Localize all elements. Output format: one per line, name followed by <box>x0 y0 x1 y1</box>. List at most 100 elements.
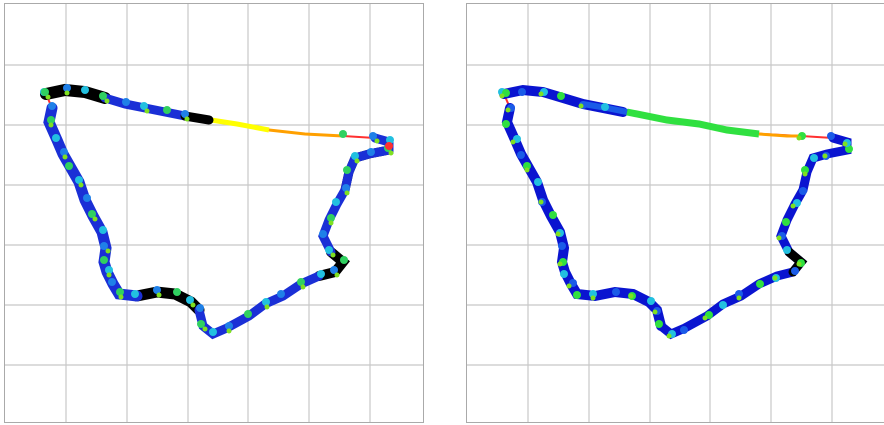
route-dot <box>589 290 597 298</box>
route-dot <box>534 178 542 186</box>
route-dot <box>319 230 327 238</box>
route-dot <box>186 296 194 304</box>
route-segment-fast <box>758 132 801 138</box>
route-segment-fast <box>268 128 344 138</box>
route-dot <box>342 184 350 192</box>
route-dot <box>118 294 124 300</box>
left-route-plot <box>5 4 423 422</box>
route-dot <box>62 154 68 160</box>
route-dot <box>756 280 764 288</box>
route-dot <box>558 242 566 250</box>
route-dot <box>796 135 802 141</box>
route-dot <box>244 310 252 318</box>
route-dot <box>351 152 359 160</box>
route-dot <box>196 304 204 312</box>
route-dot <box>100 242 108 250</box>
route-dot <box>144 108 150 114</box>
route-dot <box>367 148 375 156</box>
route-dot <box>560 270 568 278</box>
route-dot <box>578 103 584 109</box>
route-dot <box>655 320 663 328</box>
route-dot <box>499 93 505 99</box>
route-dot <box>388 150 394 156</box>
route-dot <box>354 158 360 164</box>
route-dot <box>264 304 270 310</box>
route-dot <box>652 309 658 315</box>
route-dot <box>340 256 348 264</box>
route-dot <box>197 320 205 328</box>
route-dot <box>538 91 544 97</box>
route-dot <box>842 141 848 147</box>
route-dot <box>719 301 727 309</box>
route-dot <box>140 102 148 110</box>
route-dot <box>549 211 557 219</box>
route-dot <box>48 102 56 110</box>
route-dot <box>647 297 655 305</box>
route-dot <box>505 107 511 113</box>
route-dot <box>226 328 232 334</box>
route-dot <box>225 322 233 330</box>
route-dot <box>666 333 672 339</box>
route-dot <box>334 272 340 278</box>
route-segment-slow <box>501 103 666 331</box>
route-dot <box>332 198 340 206</box>
route-segment-slow <box>43 102 143 302</box>
route-dot <box>48 122 54 128</box>
route-dot <box>735 290 743 298</box>
route-segment-stop <box>40 83 111 104</box>
route-dot <box>153 286 161 294</box>
route-dot <box>555 231 561 237</box>
route-dot <box>131 290 139 298</box>
route-dot <box>590 295 596 301</box>
route-dot <box>202 326 208 332</box>
route-dot <box>822 153 828 159</box>
route-dot <box>81 86 89 94</box>
route-dot <box>772 275 778 281</box>
route-dot <box>343 166 351 174</box>
route-dot <box>75 176 83 184</box>
route-dot <box>782 218 790 226</box>
route-dot <box>297 278 305 286</box>
route-dot <box>517 151 525 159</box>
route-dot <box>796 261 802 267</box>
route-dot <box>41 88 49 96</box>
grid <box>5 4 423 422</box>
route-dot <box>45 94 51 100</box>
route-dot <box>330 266 338 274</box>
route-trace <box>40 83 394 340</box>
route-dot <box>325 246 333 254</box>
right-route-plot <box>467 4 884 422</box>
route-segment-fast <box>626 108 760 138</box>
route-segment-stop <box>314 247 350 281</box>
route-dot <box>209 328 217 336</box>
route-dot <box>277 290 285 298</box>
route-dot <box>190 302 196 308</box>
route-dot <box>385 142 393 150</box>
route-dot <box>330 252 336 258</box>
route-dot <box>374 138 380 144</box>
route-dot <box>163 106 171 114</box>
route-dot <box>100 256 108 264</box>
route-dot <box>65 162 73 170</box>
route-dot <box>60 148 68 156</box>
route-dot <box>88 210 96 218</box>
route-dot <box>791 267 799 275</box>
route-dot <box>557 261 563 267</box>
route-dot <box>300 284 306 290</box>
right-speed-map-panel <box>466 3 884 423</box>
route-dot <box>680 326 688 334</box>
route-dot <box>173 288 181 296</box>
route-dot <box>736 295 742 301</box>
route-dot <box>783 246 791 254</box>
route-dot <box>557 92 565 100</box>
route-dot <box>327 214 335 222</box>
route-dot <box>566 283 572 289</box>
route-trace <box>498 84 853 340</box>
route-dot <box>538 199 544 205</box>
route-dot <box>104 98 110 104</box>
route-dot <box>52 134 60 142</box>
route-dot <box>502 120 510 128</box>
route-dot <box>106 272 112 278</box>
route-dot <box>108 278 116 286</box>
route-dot <box>524 167 530 173</box>
